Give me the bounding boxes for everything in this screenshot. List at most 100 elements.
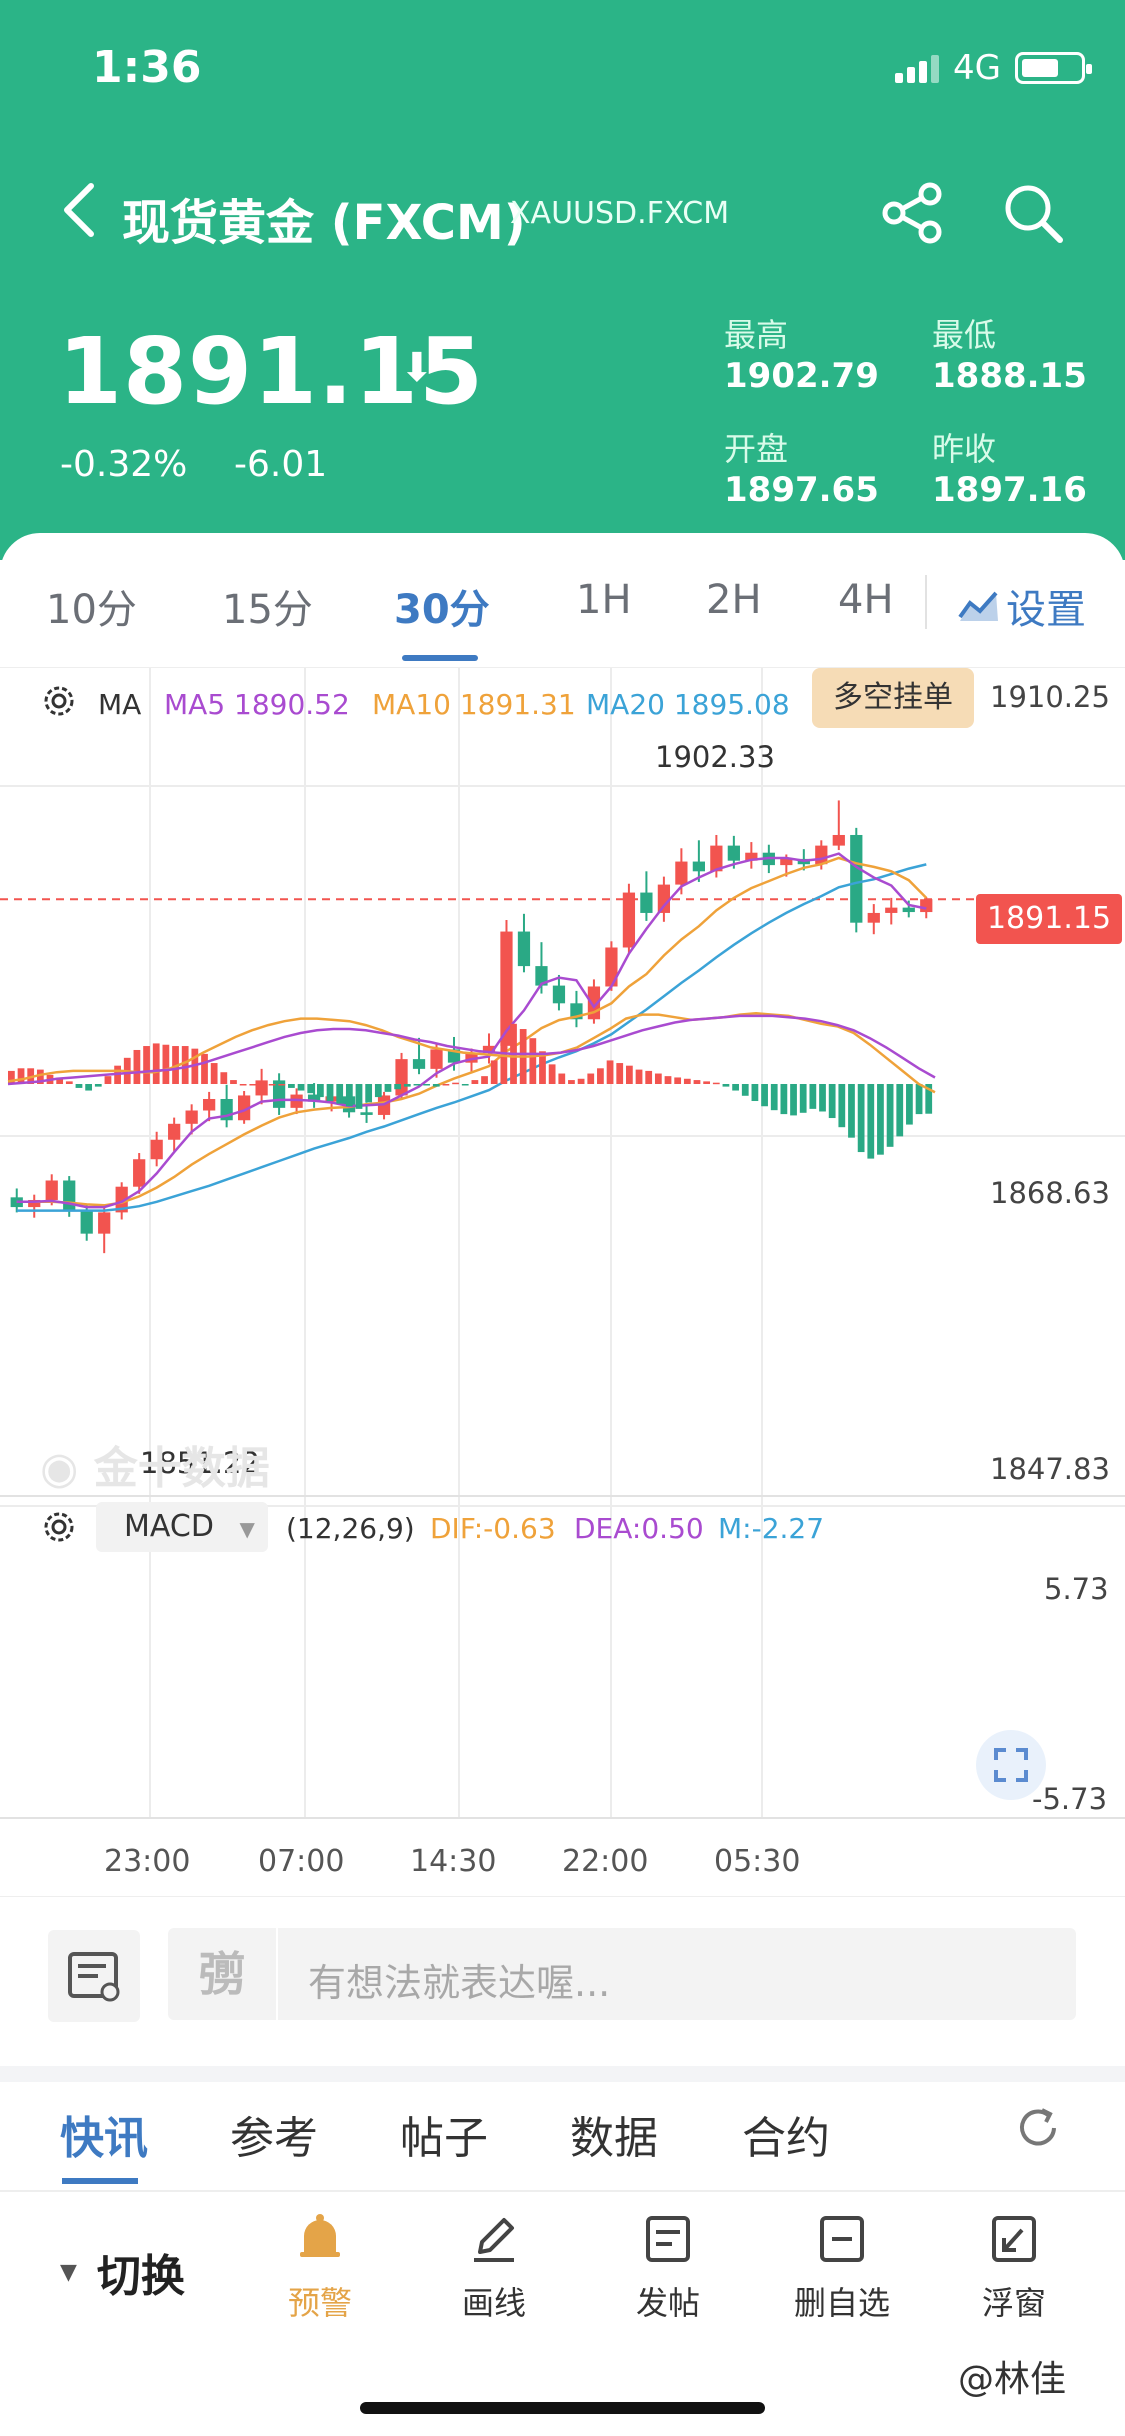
tab-contract[interactable]: 合约: [742, 2113, 830, 2164]
macd-gear-icon[interactable]: [40, 1508, 78, 1546]
candle-body: [412, 1059, 426, 1069]
tab-divider: [925, 575, 927, 629]
macd-histogram-bar: [732, 1084, 739, 1091]
comment-bar: 彅 有想法就表达喔...: [0, 1900, 1125, 2066]
high-label: 最高: [724, 316, 789, 354]
macd-histogram-bar: [220, 1072, 228, 1084]
remove-watchlist-label: 删自选: [793, 2284, 890, 2322]
tab-flash-news[interactable]: 快讯: [60, 2113, 148, 2164]
time-label: 14:30: [410, 1844, 497, 1879]
price-chart[interactable]: [0, 668, 1125, 1898]
candle-body: [605, 947, 618, 987]
macd-histogram-bar: [259, 1084, 266, 1086]
macd-histogram-bar: [722, 1084, 730, 1087]
ma-label: MA: [98, 688, 142, 721]
tab-data[interactable]: 数据: [570, 2113, 658, 2164]
candle-body: [727, 845, 740, 861]
time-label: 07:00: [258, 1844, 345, 1879]
change-percent: -0.32%: [60, 444, 188, 485]
alert-button[interactable]: 预警: [250, 2208, 390, 2324]
candle-body: [185, 1110, 198, 1124]
edit-note-button[interactable]: [48, 1930, 140, 2022]
tab-4h[interactable]: 4H: [838, 577, 894, 623]
macd-histogram-bar: [809, 1084, 817, 1109]
news-tabs: 快讯 参考 帖子 数据 合约: [0, 2082, 1125, 2192]
macd-indicator-select[interactable]: MACD ▼: [96, 1502, 268, 1552]
compose-icon: [646, 2216, 690, 2262]
tab-2h[interactable]: 2H: [706, 577, 762, 623]
candle-body: [920, 899, 933, 913]
macd-histogram-bar: [307, 1084, 315, 1094]
macd-histogram-bar: [925, 1084, 933, 1114]
ma20-line: [16, 863, 927, 1212]
macd-histogram-bar: [394, 1084, 402, 1090]
candle-body: [885, 907, 898, 913]
macd-histogram-bar: [867, 1084, 875, 1159]
pencil-icon: [474, 2218, 514, 2262]
macd-histogram-bar: [85, 1084, 93, 1091]
candle-body: [290, 1094, 303, 1108]
refresh-icon[interactable]: [1012, 2102, 1064, 2154]
share-icon[interactable]: [880, 180, 946, 246]
indicator-gear-icon[interactable]: [40, 682, 78, 720]
macd-histogram-bar: [8, 1070, 15, 1084]
macd-histogram-bar: [635, 1069, 643, 1084]
macd-histogram-bar: [770, 1084, 778, 1111]
candle-body: [80, 1211, 93, 1234]
candle-body: [657, 884, 671, 913]
candle-body: [203, 1098, 216, 1111]
quote-header: 1:36 4G 现货黄金 (FXCM) XAUUSD.FXCM 1891.15 …: [0, 0, 1125, 560]
candle-body: [307, 1094, 321, 1102]
chart-settings-button[interactable]: 设置: [958, 577, 1086, 635]
expand-icon: [994, 1748, 1028, 1782]
macd-histogram-bar: [403, 1084, 411, 1087]
long-short-order-button[interactable]: 多空挂单: [812, 668, 974, 728]
macd-histogram-bar: [432, 1084, 440, 1087]
minus-box-icon: [820, 2216, 864, 2262]
macd-histogram-bar: [683, 1078, 691, 1084]
search-icon[interactable]: [1000, 180, 1066, 246]
candle-body: [430, 1049, 443, 1069]
macd-histogram-bar: [384, 1084, 392, 1092]
macd-histogram-bar: [104, 1076, 112, 1084]
tab-1h[interactable]: 1H: [576, 577, 632, 623]
macd-histogram-bar: [461, 1084, 469, 1086]
tab-posts[interactable]: 帖子: [400, 2113, 488, 2164]
macd-histogram-bar: [181, 1046, 189, 1084]
candle-body: [28, 1199, 41, 1208]
tab-reference[interactable]: 参考: [230, 2113, 318, 2164]
battery-icon: [1015, 52, 1092, 84]
tab-10m[interactable]: 10分: [46, 587, 137, 633]
price-axis-mid: 1868.63: [990, 1176, 1110, 1210]
back-arrow-icon[interactable]: [55, 180, 105, 240]
comment-input[interactable]: 彅 有想法就表达喔...: [168, 1928, 1076, 2020]
status-time: 1:36: [92, 42, 202, 93]
macd-histogram-bar: [645, 1070, 653, 1084]
ma20-label: MA20 1895.08: [586, 688, 790, 721]
macd-histogram-bar: [143, 1046, 150, 1084]
caret-down-icon: ▼: [60, 2259, 77, 2285]
tab-30m[interactable]: 30分: [394, 587, 490, 633]
macd-histogram-bar: [712, 1082, 720, 1085]
ma5-label: MA5 1890.52: [164, 688, 350, 721]
macd-histogram-bar: [162, 1044, 170, 1084]
candle-body: [780, 858, 793, 866]
chart-area[interactable]: [0, 667, 1125, 1897]
candle-body: [98, 1212, 111, 1234]
float-window-button[interactable]: 浮窗: [944, 2208, 1084, 2324]
fullscreen-button[interactable]: [976, 1730, 1046, 1800]
post-button[interactable]: 发帖: [598, 2208, 738, 2324]
macd-histogram-bar: [278, 1084, 286, 1086]
switch-button[interactable]: ▼ 切换: [60, 2240, 185, 2304]
tab-15m[interactable]: 15分: [222, 587, 313, 633]
draw-line-button[interactable]: 画线: [424, 2208, 564, 2324]
macd-dea: DEA:0.50: [574, 1512, 704, 1545]
post-label: 发帖: [635, 2284, 700, 2322]
macd-histogram-bar: [597, 1068, 604, 1084]
macd-histogram-bar: [297, 1084, 305, 1091]
macd-histogram-bar: [355, 1084, 363, 1109]
remove-watchlist-button[interactable]: 删自选: [772, 2208, 912, 2324]
macd-histogram-bar: [65, 1081, 73, 1084]
macd-histogram-bar: [751, 1084, 759, 1102]
macd-histogram-bar: [75, 1084, 83, 1088]
